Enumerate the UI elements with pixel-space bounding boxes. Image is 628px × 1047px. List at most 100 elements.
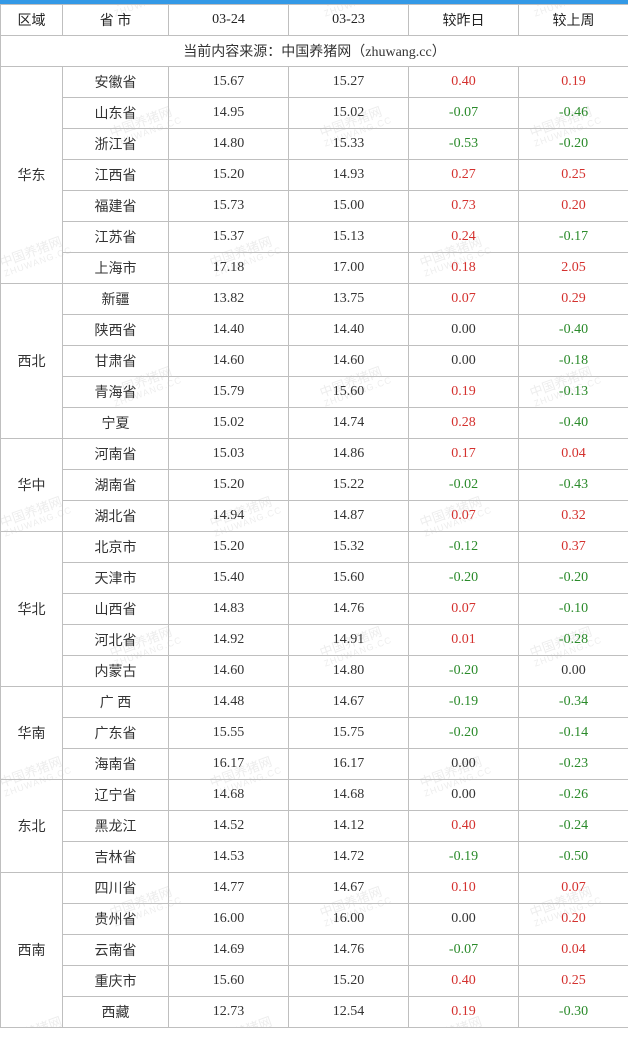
province-cell: 安徽省	[63, 67, 169, 98]
province-cell: 山东省	[63, 98, 169, 129]
province-cell: 陕西省	[63, 315, 169, 346]
region-cell: 华东	[1, 67, 63, 284]
value-date1: 15.73	[169, 191, 289, 222]
province-cell: 重庆市	[63, 966, 169, 997]
value-vs-week: 0.19	[519, 67, 628, 98]
province-cell: 青海省	[63, 377, 169, 408]
value-date2: 15.20	[289, 966, 409, 997]
province-cell: 北京市	[63, 532, 169, 563]
value-vs-week: 0.04	[519, 439, 628, 470]
province-cell: 天津市	[63, 563, 169, 594]
value-date1: 15.03	[169, 439, 289, 470]
region-cell: 华南	[1, 687, 63, 780]
table-row: 广东省15.5515.75-0.20-0.14	[1, 718, 628, 749]
value-vs-day: 0.28	[409, 408, 519, 439]
value-date2: 14.60	[289, 346, 409, 377]
value-date2: 14.74	[289, 408, 409, 439]
value-date2: 14.91	[289, 625, 409, 656]
value-vs-day: -0.19	[409, 687, 519, 718]
value-date2: 14.67	[289, 687, 409, 718]
value-vs-week: -0.13	[519, 377, 628, 408]
table-row: 浙江省14.8015.33-0.53-0.20	[1, 129, 628, 160]
province-cell: 云南省	[63, 935, 169, 966]
value-vs-week: 0.37	[519, 532, 628, 563]
table-row: 山东省14.9515.02-0.07-0.46	[1, 98, 628, 129]
table-body: 华东安徽省15.6715.270.400.19山东省14.9515.02-0.0…	[1, 67, 628, 1028]
value-vs-week: -0.34	[519, 687, 628, 718]
value-date1: 15.55	[169, 718, 289, 749]
value-vs-week: 0.07	[519, 873, 628, 904]
table-row: 陕西省14.4014.400.00-0.40	[1, 315, 628, 346]
table-row: 华东安徽省15.6715.270.400.19	[1, 67, 628, 98]
value-vs-week: 0.20	[519, 191, 628, 222]
table-row: 甘肃省14.6014.600.00-0.18	[1, 346, 628, 377]
header-province: 省 市	[63, 5, 169, 36]
value-vs-week: 0.20	[519, 904, 628, 935]
value-date1: 16.00	[169, 904, 289, 935]
value-date2: 14.93	[289, 160, 409, 191]
value-date1: 14.52	[169, 811, 289, 842]
value-vs-week: 0.32	[519, 501, 628, 532]
header-vs-week: 较上周	[519, 5, 628, 36]
value-vs-week: -0.17	[519, 222, 628, 253]
table-row: 东北辽宁省14.6814.680.00-0.26	[1, 780, 628, 811]
value-date1: 16.17	[169, 749, 289, 780]
value-vs-week: -0.14	[519, 718, 628, 749]
value-date1: 14.53	[169, 842, 289, 873]
table-row: 吉林省14.5314.72-0.19-0.50	[1, 842, 628, 873]
value-date2: 15.75	[289, 718, 409, 749]
table-row: 贵州省16.0016.000.000.20	[1, 904, 628, 935]
region-cell: 东北	[1, 780, 63, 873]
value-vs-week: -0.26	[519, 780, 628, 811]
header-row: 区域 省 市 03-24 03-23 较昨日 较上周	[1, 5, 628, 36]
value-date1: 14.60	[169, 656, 289, 687]
source-row: 当前内容来源：中国养猪网（zhuwang.cc）	[1, 36, 628, 67]
value-vs-day: 0.00	[409, 904, 519, 935]
value-vs-day: 0.10	[409, 873, 519, 904]
value-vs-day: 0.40	[409, 811, 519, 842]
value-date1: 15.20	[169, 532, 289, 563]
value-vs-day: -0.19	[409, 842, 519, 873]
value-vs-week: 0.00	[519, 656, 628, 687]
value-vs-week: 0.25	[519, 966, 628, 997]
value-vs-week: 0.04	[519, 935, 628, 966]
value-vs-day: -0.07	[409, 98, 519, 129]
value-date2: 15.13	[289, 222, 409, 253]
province-cell: 内蒙古	[63, 656, 169, 687]
province-cell: 福建省	[63, 191, 169, 222]
value-date1: 13.82	[169, 284, 289, 315]
value-vs-week: -0.46	[519, 98, 628, 129]
table-row: 上海市17.1817.000.182.05	[1, 253, 628, 284]
province-cell: 四川省	[63, 873, 169, 904]
value-date1: 17.18	[169, 253, 289, 284]
value-date1: 14.40	[169, 315, 289, 346]
value-vs-day: 0.07	[409, 284, 519, 315]
value-date1: 15.79	[169, 377, 289, 408]
value-date1: 14.69	[169, 935, 289, 966]
province-cell: 海南省	[63, 749, 169, 780]
value-date1: 15.02	[169, 408, 289, 439]
value-vs-week: -0.50	[519, 842, 628, 873]
table-row: 山西省14.8314.760.07-0.10	[1, 594, 628, 625]
province-cell: 宁夏	[63, 408, 169, 439]
value-vs-day: 0.40	[409, 67, 519, 98]
table-row: 海南省16.1716.170.00-0.23	[1, 749, 628, 780]
value-date2: 16.17	[289, 749, 409, 780]
value-vs-day: -0.02	[409, 470, 519, 501]
value-date1: 14.95	[169, 98, 289, 129]
value-date1: 14.94	[169, 501, 289, 532]
source-site-name: 中国养猪网	[281, 45, 351, 60]
value-vs-day: 0.27	[409, 160, 519, 191]
value-date2: 14.40	[289, 315, 409, 346]
value-vs-day: -0.07	[409, 935, 519, 966]
province-cell: 广东省	[63, 718, 169, 749]
province-cell: 湖南省	[63, 470, 169, 501]
region-cell: 华中	[1, 439, 63, 532]
value-date1: 15.20	[169, 470, 289, 501]
province-cell: 河南省	[63, 439, 169, 470]
table-row: 江苏省15.3715.130.24-0.17	[1, 222, 628, 253]
value-date2: 17.00	[289, 253, 409, 284]
value-date2: 15.27	[289, 67, 409, 98]
value-date2: 14.86	[289, 439, 409, 470]
table-row: 青海省15.7915.600.19-0.13	[1, 377, 628, 408]
